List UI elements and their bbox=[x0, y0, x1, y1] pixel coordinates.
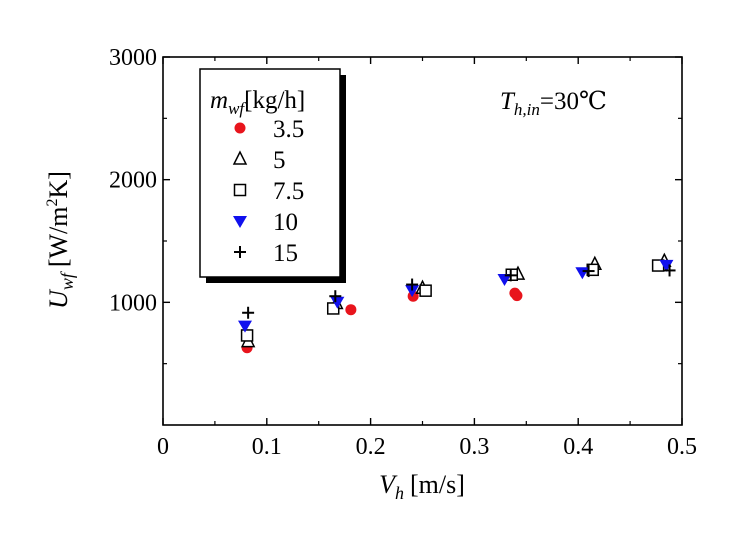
data-point bbox=[242, 306, 255, 319]
data-point bbox=[659, 259, 674, 272]
y-axis-label-unit-pre: [W/m bbox=[44, 206, 73, 267]
y-tick-label: 2000 bbox=[109, 168, 157, 194]
y-tick-label: 1000 bbox=[109, 290, 157, 316]
x-tick-label: 0.3 bbox=[459, 434, 489, 460]
data-point bbox=[405, 285, 420, 298]
data-point bbox=[345, 304, 357, 316]
data-point bbox=[238, 320, 253, 333]
data-point bbox=[419, 284, 432, 297]
legend-label: 3.5 bbox=[273, 116, 304, 143]
legend-label: 7.5 bbox=[273, 178, 304, 205]
y-axis-label-main: U bbox=[44, 288, 73, 309]
y-axis-label-unit-post: K] bbox=[44, 171, 73, 198]
legend-marker-5 bbox=[232, 150, 248, 165]
x-tick-label: 0.1 bbox=[252, 434, 282, 460]
x-axis-label: Vh [m/s] bbox=[379, 470, 465, 503]
x-axis-label-main: V bbox=[379, 470, 398, 499]
legend-box bbox=[199, 68, 341, 278]
annotation-sub: h,in bbox=[514, 100, 540, 119]
x-tick-label: 0.4 bbox=[563, 434, 593, 460]
data-point bbox=[504, 269, 517, 282]
y-tick-label: 3000 bbox=[109, 45, 157, 71]
x-tick-label: 0.5 bbox=[667, 434, 697, 460]
x-axis-label-sub: h bbox=[395, 483, 404, 503]
tick-labels: 0 0.1 0.2 0.3 0.4 0.5 1000 2000 3000 bbox=[109, 45, 697, 460]
y-axis-label-unit-sup: 2 bbox=[44, 198, 61, 206]
legend-label: 15 bbox=[273, 240, 298, 267]
data-point bbox=[329, 290, 342, 303]
series-10 bbox=[238, 259, 674, 333]
legend-items: 3.5 5 7.5 10 15 bbox=[232, 116, 304, 267]
annotation-rest: =30℃ bbox=[540, 88, 607, 115]
legend-title-sub: wf bbox=[228, 99, 246, 118]
data-point bbox=[663, 264, 676, 277]
data-point bbox=[240, 329, 254, 342]
legend-marker-10 bbox=[233, 216, 247, 228]
legend-title-unit: [kg/h] bbox=[244, 87, 305, 114]
y-axis-label-sub: wf bbox=[57, 270, 77, 290]
legend-label: 10 bbox=[273, 209, 298, 236]
y-axis-label: Uwf [W/m2K] bbox=[44, 171, 77, 309]
data-point bbox=[406, 278, 419, 291]
legend-title-main: m bbox=[210, 87, 228, 114]
data-point bbox=[497, 274, 512, 287]
legend-title: mwf[kg/h] bbox=[210, 87, 305, 118]
legend-marker-3.5 bbox=[234, 122, 246, 134]
x-tick-label: 0.2 bbox=[356, 434, 386, 460]
series-3.5 bbox=[241, 287, 523, 354]
data-point bbox=[582, 265, 595, 278]
x-axis-label-unit: [m/s] bbox=[410, 470, 465, 499]
data-marks bbox=[238, 252, 676, 354]
data-point bbox=[511, 290, 523, 302]
series-15 bbox=[242, 264, 676, 319]
legend-marker-7.5 bbox=[233, 183, 247, 197]
x-tick-label: 0 bbox=[157, 434, 169, 460]
data-point bbox=[326, 302, 340, 315]
annotation-main: T bbox=[500, 88, 516, 115]
axis-ticks bbox=[162, 56, 683, 425]
legend-marker-15 bbox=[234, 246, 246, 258]
annotation-label: Th,in=30℃ bbox=[500, 88, 607, 119]
data-point bbox=[330, 296, 345, 309]
legend-label: 5 bbox=[273, 147, 286, 174]
